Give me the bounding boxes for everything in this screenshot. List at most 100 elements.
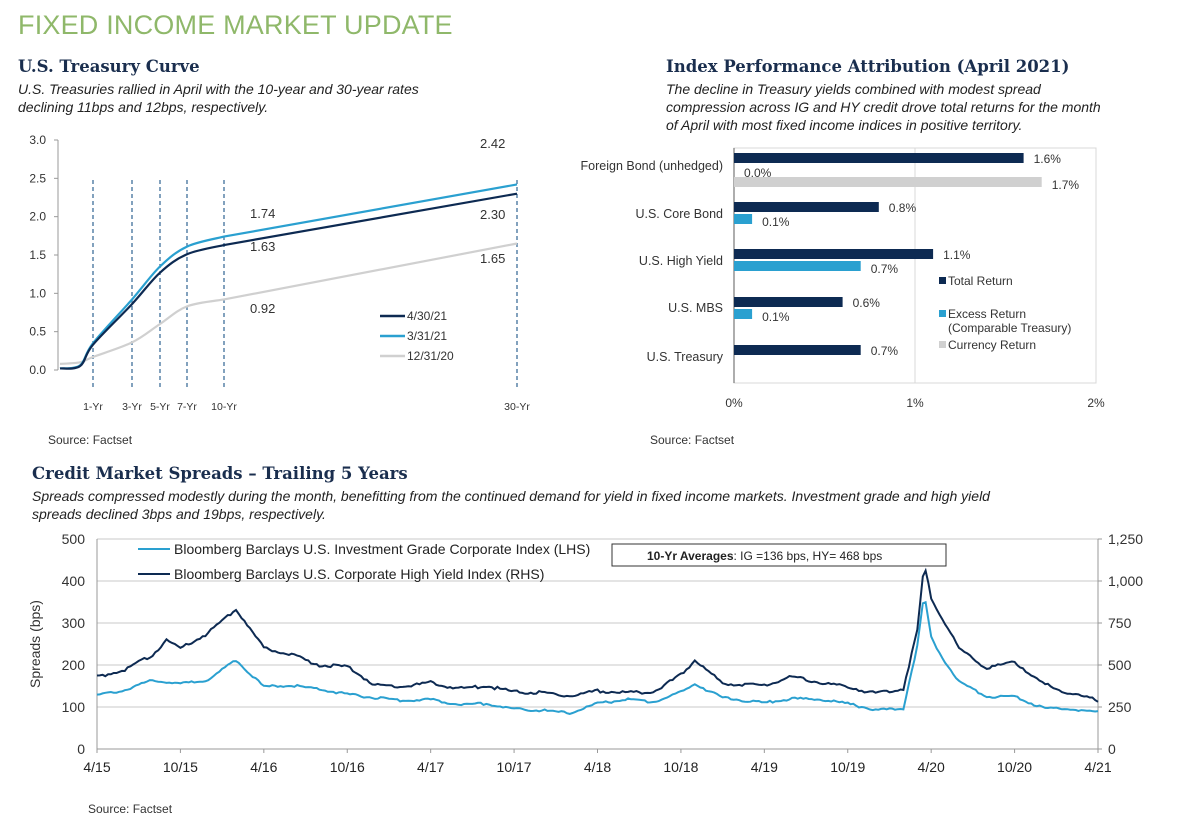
x-tick-label: 4/15 [83, 759, 110, 775]
y-left-tick-label: 500 [62, 531, 86, 547]
bar-total [734, 345, 861, 355]
legend-label: 12/31/20 [407, 349, 454, 363]
page-title: FIXED INCOME MARKET UPDATE [18, 10, 453, 40]
category-label: U.S. High Yield [639, 254, 723, 268]
x-tick-label: 1-Yr [83, 401, 103, 413]
attribution-title: Index Performance Attribution (April 202… [666, 57, 1070, 76]
spreads-desc-line1: Spreads compressed modestly during the m… [32, 488, 990, 504]
legend: Bloomberg Barclays U.S. Investment Grade… [138, 541, 590, 582]
x-tick-label: 10/16 [330, 759, 365, 775]
treasury-source: Source: Factset [48, 433, 133, 447]
attribution-desc-line2: compression across IG and HY credit drov… [666, 99, 1101, 115]
bar-value-label: 0.1% [762, 215, 790, 229]
legend-label: 3/31/21 [407, 329, 447, 343]
y-tick-label: 1.0 [29, 286, 46, 300]
data-label: 2.30 [480, 207, 505, 222]
x-tick-label: 4/20 [918, 759, 945, 775]
spreads-desc-line2: spreads declined 3bps and 19bps, respect… [32, 506, 326, 522]
bar-value-label: 0.6% [853, 296, 881, 310]
annotation-values: : IG =136 bps, HY= 468 bps [734, 549, 883, 563]
bar-total [734, 153, 1024, 163]
bar-excess [734, 214, 753, 224]
x-tick-label: 4/18 [584, 759, 611, 775]
legend-label: Bloomberg Barclays U.S. Corporate High Y… [174, 566, 544, 582]
bar-total [734, 297, 843, 307]
x-tick-label: 4/21 [1084, 759, 1111, 775]
y-right-tick-label: 250 [1108, 699, 1132, 715]
bar-currency [734, 177, 1042, 187]
spreads-desc: Spreads compressed modestly during the m… [32, 487, 990, 523]
y-left-tick-label: 0 [77, 741, 85, 757]
legend: 4/30/21 3/31/21 12/31/20 [380, 309, 454, 363]
spreads-source: Source: Factset [88, 802, 173, 816]
legend-label: Total Return [948, 274, 1013, 288]
y-left-tick-label: 200 [62, 657, 86, 673]
legend-swatch [939, 310, 946, 317]
bar-value-label: 1.6% [1034, 152, 1062, 166]
attribution-source: Source: Factset [650, 433, 735, 447]
x-tick-label: 10/17 [497, 759, 532, 775]
annotation-box: 10-Yr Averages: IG =136 bps, HY= 468 bps [611, 543, 947, 567]
treasury-desc-line2: declining 11bps and 12bps, respectively. [18, 99, 269, 115]
category-label: U.S. MBS [668, 301, 723, 315]
attribution-desc-line1: The decline in Treasury yields combined … [666, 81, 1041, 97]
attribution-desc: The decline in Treasury yields combined … [666, 80, 1101, 134]
bar-value-label: 1.1% [943, 248, 971, 262]
y-axis-title: Spreads (bps) [27, 600, 43, 688]
y-tick-label: 2.5 [29, 171, 46, 185]
series-line-3-31-21 [59, 183, 518, 370]
y-tick-label: 1.5 [29, 248, 46, 262]
category-label: U.S. Core Bond [635, 207, 723, 221]
y-left-tick-label: 100 [62, 699, 86, 715]
treasury-desc-line1: U.S. Treasuries rallied in April with th… [18, 81, 419, 97]
legend: Total Return Excess Return(Comparable Tre… [939, 274, 1071, 352]
attribution-bar-chart: 0% 1% 2% Foreign Bond (unhedged) U.S. Core B… [581, 147, 1105, 410]
bar-total [734, 249, 934, 259]
data-label: 1.65 [480, 251, 505, 266]
legend-label: 4/30/21 [407, 309, 447, 323]
annotation-bold: 10-Yr Averages [647, 549, 734, 563]
series-line-12-31-20 [59, 242, 518, 365]
x-tick-label: 10/19 [830, 759, 865, 775]
bar-value-label: 1.7% [1052, 178, 1080, 192]
bar-value-label: 0.8% [889, 201, 917, 215]
bar-total [734, 202, 879, 212]
bar-value-label: 0.7% [871, 262, 899, 276]
treasury-desc: U.S. Treasuries rallied in April with th… [18, 80, 419, 116]
data-label: 1.63 [250, 239, 275, 254]
x-tick-label: 2% [1087, 396, 1105, 410]
legend-swatch [939, 277, 946, 284]
y-right-tick-label: 500 [1108, 657, 1132, 673]
data-label: 2.42 [480, 136, 505, 151]
x-tick-label: 7-Yr [177, 401, 197, 413]
x-tick-label: 10-Yr [211, 401, 237, 413]
y-tick-label: 0.5 [29, 325, 46, 339]
y-left-tick-label: 300 [62, 615, 86, 631]
data-label: 1.74 [250, 206, 275, 221]
y-left-tick-label: 400 [62, 573, 86, 589]
y-tick-label: 2.0 [29, 210, 46, 224]
annotation-frame [611, 543, 947, 567]
y-right-tick-label: 750 [1108, 615, 1132, 631]
category-label: Foreign Bond (unhedged) [581, 159, 723, 173]
legend-label: Excess Return [948, 307, 1026, 321]
spreads-title: Credit Market Spreads – Trailing 5 Years [32, 464, 408, 483]
y-right-tick-label: 0 [1108, 741, 1116, 757]
y-tick-label: 0.0 [29, 363, 46, 377]
credit-spreads-chart: 0 100 200 300 400 500 0 250 500 750 1,000 1,250 Spre… [27, 531, 1143, 775]
x-tick-label: 30-Yr [504, 401, 530, 413]
treasury-title: U.S. Treasury Curve [18, 57, 200, 76]
ig-series-line [96, 600, 1099, 715]
attribution-desc-line3: of April with most fixed income indices … [666, 117, 1023, 133]
hy-series-line [96, 567, 1099, 703]
category-label: U.S. Treasury [647, 350, 724, 364]
treasury-curve-chart: 0.0 0.5 1.0 1.5 2.0 2.5 3.0 1-Yr 3-Yr 5-Yr 7-Yr 10-… [29, 133, 530, 413]
series-line-4-30-21 [59, 192, 518, 370]
bar-value-label: 0.7% [871, 344, 899, 358]
y-right-tick-label: 1,000 [1108, 573, 1143, 589]
x-tick-label: 4/16 [250, 759, 277, 775]
annotation-text: 10-Yr Averages: IG =136 bps, HY= 468 bps [647, 549, 882, 563]
x-tick-label: 10/18 [663, 759, 698, 775]
bar-value-label: 0.1% [762, 310, 790, 324]
x-tick-label: 5-Yr [150, 401, 170, 413]
